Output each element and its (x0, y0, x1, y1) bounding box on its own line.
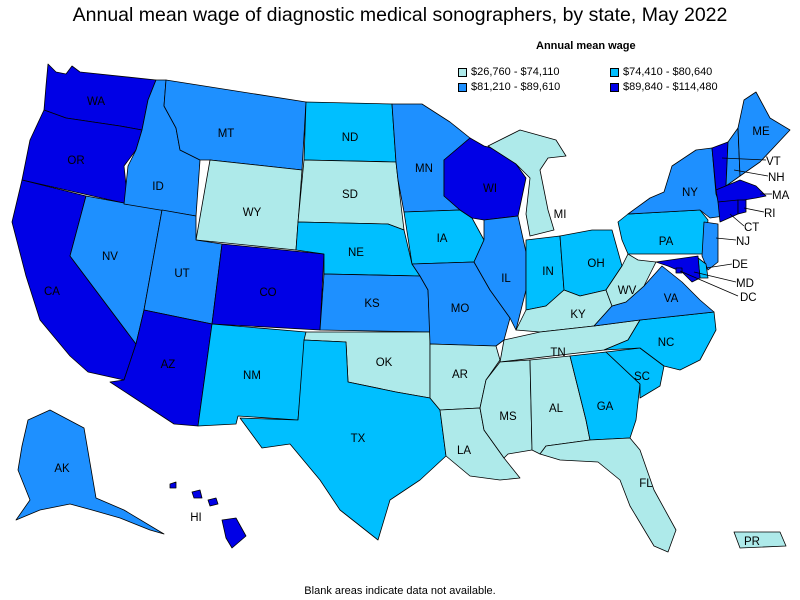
label-SD: SD (342, 189, 358, 201)
label-KS: KS (364, 298, 380, 310)
state-MT[interactable] (163, 79, 307, 171)
label-OR: OR (67, 155, 84, 167)
label-SC: SC (634, 371, 650, 383)
state-HI[interactable] (169, 481, 247, 549)
label-PA: PA (659, 236, 674, 248)
label-NE: NE (348, 247, 364, 259)
label-NJ: NJ (736, 236, 750, 248)
label-IL: IL (501, 273, 511, 285)
label-MI: MI (554, 209, 567, 221)
legend-label: $74,410 - $80,640 (623, 66, 713, 78)
label-ID: ID (152, 181, 164, 193)
leader-RI (743, 207, 765, 213)
label-NH: NH (768, 172, 785, 184)
legend-swatch (458, 82, 467, 92)
legend-item-tier-3: $89,840 - $114,480 (610, 81, 718, 93)
label-NV: NV (102, 251, 118, 263)
state-AK[interactable] (15, 409, 165, 535)
label-WV: WV (618, 285, 637, 297)
label-HI: HI (190, 512, 202, 524)
label-RI: RI (764, 208, 776, 220)
label-MT: MT (218, 128, 235, 140)
label-NM: NM (243, 370, 261, 382)
label-NY: NY (682, 187, 698, 199)
label-KY: KY (570, 309, 586, 321)
legend-swatch (610, 82, 619, 92)
state-MI[interactable] (487, 129, 567, 237)
leader-DE (705, 263, 733, 269)
state-RI[interactable] (737, 199, 747, 215)
label-DE: DE (732, 259, 748, 271)
label-DC: DC (740, 292, 757, 304)
label-MO: MO (451, 303, 470, 315)
legend-label: $89,840 - $114,480 (623, 81, 718, 93)
legend-swatch (610, 67, 619, 77)
label-AL: AL (549, 403, 564, 415)
state-OR[interactable] (21, 109, 143, 205)
label-IA: IA (437, 233, 448, 245)
leader-VT (721, 157, 767, 161)
leader-MD (693, 271, 737, 283)
legend-swatch (458, 67, 467, 77)
legend-item-tier-1: $74,410 - $80,640 (610, 66, 712, 78)
label-FL: FL (639, 478, 653, 490)
leader-DC (679, 270, 739, 297)
label-WA: WA (87, 96, 105, 108)
label-PR: PR (744, 536, 760, 548)
state-WY[interactable] (195, 159, 303, 251)
label-NC: NC (658, 337, 675, 349)
state-DC[interactable] (675, 267, 683, 274)
legend-title: Annual mean wage (536, 40, 636, 52)
state-labels: WA OR CA NV ID MT WY UT AZ CO NM ND SD N… (44, 96, 790, 548)
label-UT: UT (174, 268, 189, 280)
footnote: Blank areas indicate data not available. (304, 585, 496, 597)
state-TX[interactable] (239, 339, 447, 541)
label-MS: MS (499, 411, 517, 423)
leader-CT (729, 213, 745, 227)
label-ME: ME (752, 126, 770, 138)
label-MN: MN (415, 163, 433, 175)
label-VT: VT (766, 156, 781, 168)
state-WI[interactable] (443, 137, 527, 221)
leader-NH (733, 169, 769, 177)
label-WY: WY (243, 207, 262, 219)
label-MA: MA (772, 190, 790, 202)
label-OK: OK (376, 357, 393, 369)
label-CO: CO (259, 287, 276, 299)
state-IL[interactable] (473, 215, 527, 331)
label-AR: AR (452, 369, 468, 381)
label-ND: ND (342, 132, 359, 144)
state-NY[interactable] (627, 147, 725, 219)
label-IN: IN (542, 266, 554, 278)
label-TN: TN (550, 347, 565, 359)
label-TX: TX (351, 433, 366, 445)
label-CA: CA (44, 286, 60, 298)
legend-label: $26,760 - $74,110 (471, 66, 560, 78)
label-LA: LA (457, 445, 471, 457)
label-VA: VA (664, 293, 679, 305)
legend-label: $81,210 - $89,610 (471, 81, 561, 93)
label-WI: WI (483, 183, 497, 195)
legend-item-tier-2: $81,210 - $89,610 (458, 81, 560, 93)
state-ME[interactable] (737, 91, 791, 177)
leader-NJ (715, 237, 737, 241)
label-AK: AK (54, 463, 70, 475)
state-PR[interactable] (733, 531, 787, 549)
state-FL[interactable] (539, 437, 677, 553)
state-NH[interactable] (725, 127, 741, 187)
legend-item-tier-0: $26,760 - $74,110 (458, 66, 559, 78)
label-MD: MD (736, 278, 754, 290)
label-OH: OH (587, 258, 604, 270)
map-title: Annual mean wage of diagnostic medical s… (72, 4, 728, 26)
state-NC[interactable] (603, 311, 717, 371)
label-CT: CT (744, 222, 759, 234)
label-GA: GA (597, 401, 614, 413)
label-AZ: AZ (161, 359, 176, 371)
state-NJ[interactable] (701, 221, 719, 271)
